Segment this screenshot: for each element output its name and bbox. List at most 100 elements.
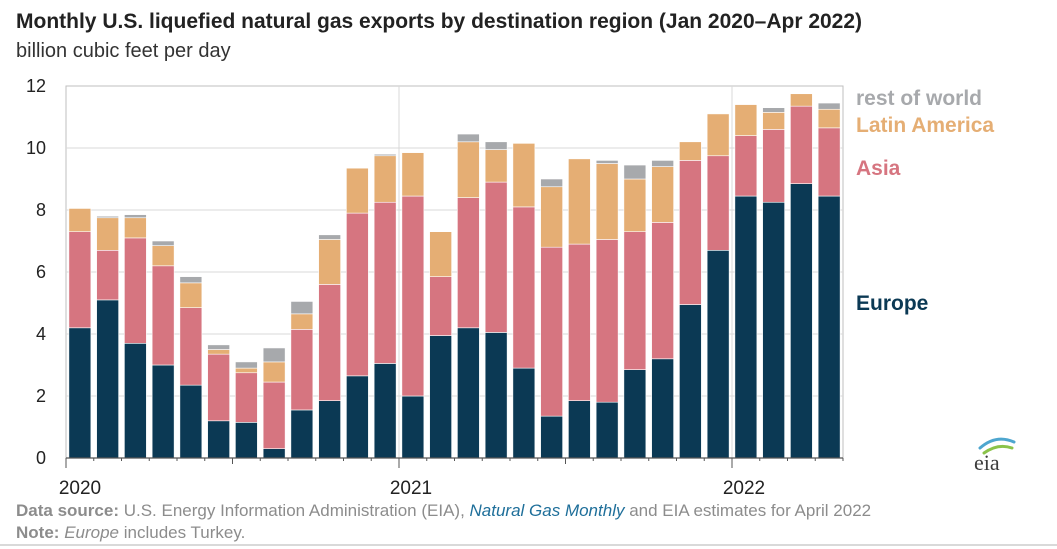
bar-segment-rest-of-world: [623, 164, 647, 180]
bar-segment-latin-america: [68, 208, 92, 232]
bar-segment-rest-of-world: [651, 160, 674, 167]
bar-segment-latin-america: [790, 93, 813, 107]
bar-segment-asia: [817, 127, 841, 197]
bar-segment-europe: [484, 332, 508, 459]
bar-segment-rest-of-world: [540, 178, 563, 188]
y-tick-label: 0: [36, 448, 46, 468]
bar-segment-europe: [762, 201, 785, 459]
bar-segment-europe: [790, 183, 813, 459]
eia-logo: eia: [974, 437, 1016, 474]
bar-segment-rest-of-world: [817, 102, 841, 110]
bar-segment-latin-america: [290, 313, 314, 330]
legend-label-latin-america: Latin America: [856, 114, 994, 137]
bar-segment-asia: [623, 231, 647, 370]
x-tick-label: 2020: [59, 478, 101, 499]
bar-segment-asia: [179, 307, 203, 386]
bar-segment-asia: [457, 197, 480, 329]
bar-segment-latin-america: [151, 245, 175, 267]
bar-segment-europe: [346, 375, 369, 459]
data-source-estimates: and EIA estimates for April 2022: [624, 501, 872, 520]
bar-segment-europe: [540, 415, 563, 459]
bar-segment-latin-america: [124, 217, 147, 239]
bar-segment-latin-america: [484, 149, 508, 183]
bar-segment-europe: [235, 422, 258, 459]
bar-segment-rest-of-world: [484, 141, 508, 150]
bar-segment-asia: [262, 381, 286, 449]
bar-segment-latin-america: [401, 152, 425, 197]
bar-segment-asia: [235, 372, 258, 423]
bar-segment-asia: [484, 181, 508, 333]
bar-segment-latin-america: [706, 113, 730, 157]
bar-segment-asia: [762, 129, 785, 203]
bar-segment-europe: [318, 400, 341, 459]
natural-gas-monthly-link[interactable]: Natural Gas Monthly: [469, 501, 625, 520]
bar-segment-latin-america: [346, 167, 369, 214]
bar-segment-asia: [651, 222, 674, 360]
bar-segment-latin-america: [318, 239, 341, 285]
data-source-label: Data source:: [16, 501, 119, 520]
bar-segment-europe: [207, 420, 230, 459]
bar-segment-latin-america: [817, 108, 841, 129]
bar-segment-latin-america: [373, 155, 397, 203]
chart-subtitle: billion cubic feet per day: [16, 40, 231, 62]
bar-segment-asia: [290, 329, 314, 411]
bar-segment-latin-america: [734, 104, 758, 136]
bar-segment-latin-america: [235, 367, 258, 374]
y-tick-label: 12: [26, 76, 46, 96]
data-source-line: Data source: U.S. Energy Information Adm…: [16, 501, 871, 521]
bar-segment-europe: [734, 195, 758, 459]
bar-segment-asia: [318, 284, 341, 401]
bar-segment-asia: [68, 231, 92, 329]
note-label: Note:: [16, 523, 60, 542]
bar-segment-europe: [706, 250, 730, 459]
bar-segment-rest-of-world: [235, 361, 258, 369]
bar-segment-europe: [457, 327, 480, 459]
bar-segment-rest-of-world: [179, 276, 203, 284]
bar-segment-rest-of-world: [151, 240, 175, 246]
note-europe: Europe: [64, 523, 120, 542]
data-source-text: U.S. Energy Information Administration (…: [118, 501, 470, 520]
bar-segment-asia: [679, 160, 702, 305]
legend-label-rest-of-world: rest of world: [856, 87, 982, 110]
bar-segment-rest-of-world: [373, 153, 397, 157]
bar-segment-rest-of-world: [595, 160, 619, 164]
bar-segment-europe: [429, 335, 452, 459]
chart-title: Monthly U.S. liquefied natural gas expor…: [16, 10, 863, 33]
note-text: includes Turkey.: [119, 523, 246, 542]
bar-segment-latin-america: [207, 349, 230, 355]
bar-segment-latin-america: [457, 141, 480, 198]
bar-segment-rest-of-world: [318, 234, 341, 240]
bar-segment-asia: [401, 195, 425, 397]
y-tick-label: 10: [26, 138, 46, 158]
bar-segment-europe: [151, 364, 175, 459]
bar-segment-asia: [512, 206, 536, 369]
bar-segment-rest-of-world: [762, 107, 785, 113]
bar-segment-europe: [96, 299, 119, 459]
note-line: Note: Europe includes Turkey.: [16, 523, 245, 543]
bar-segment-latin-america: [651, 166, 674, 223]
bar-segment-asia: [790, 105, 813, 184]
bar-segment-europe: [817, 195, 841, 459]
bar-segment-asia: [429, 276, 452, 336]
bar-segment-asia: [346, 212, 369, 377]
bar-segment-rest-of-world: [290, 301, 314, 315]
bar-segment-europe: [651, 358, 674, 459]
stacked-bar-chart: 0 2 4 6 8 10 12 2020 2021 2022 rest of world Latin …: [26, 76, 994, 499]
bar-segment-europe: [679, 304, 702, 459]
bar-segment-asia: [96, 250, 119, 301]
y-tick-label: 8: [36, 200, 46, 220]
footer-divider: [0, 544, 1057, 546]
bar-segment-latin-america: [262, 361, 286, 383]
bar-segment-rest-of-world: [207, 344, 230, 350]
bar-segment-latin-america: [595, 163, 619, 240]
bar-segment-europe: [68, 327, 92, 459]
bar-segment-asia: [734, 135, 758, 197]
bar-segment-latin-america: [540, 186, 563, 248]
bar-segment-asia: [207, 353, 230, 422]
bar-segment-europe: [568, 400, 591, 459]
bar-segment-latin-america: [568, 158, 591, 245]
bar-segment-latin-america: [623, 178, 647, 233]
bar-segment-asia: [373, 201, 397, 364]
bar-segment-asia: [124, 237, 147, 344]
bar-segment-rest-of-world: [262, 347, 286, 363]
